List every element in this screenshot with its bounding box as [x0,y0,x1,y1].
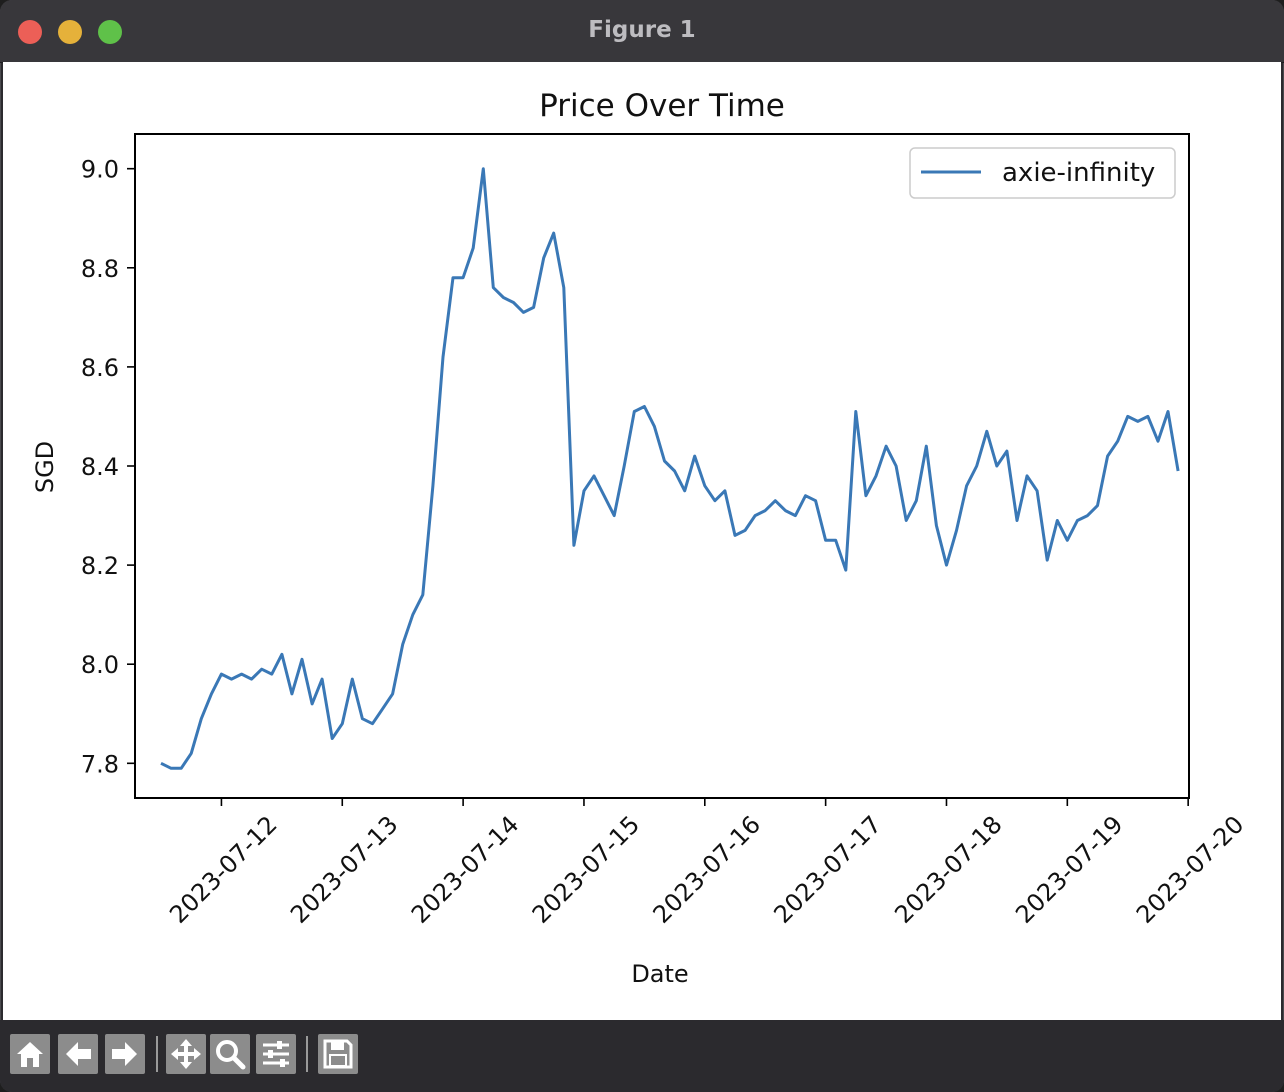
minimize-button[interactable] [58,20,82,44]
chart-title: Price Over Time [539,88,785,124]
y-axis: 7.8 8.0 8.2 8.4 8.6 8.8 9.0 [81,156,135,778]
forward-button[interactable] [105,1034,145,1074]
x-tick-label: 2023-07-19 [1010,810,1128,928]
y-tick-label: 8.6 [81,354,119,382]
line-chart: Price Over Time 7.8 8.0 8.2 8.4 8.6 8.8 9.0 20… [31,88,1249,988]
x-axis-label: Date [631,960,688,988]
maximize-button[interactable] [98,20,122,44]
pan-icon [171,1039,201,1069]
series-line-axie-infinity [160,167,1180,770]
y-tick-label: 8.0 [81,651,119,679]
configure-subplots-button[interactable] [256,1034,296,1074]
x-tick-label: 2023-07-16 [648,810,766,928]
save-icon [323,1039,353,1069]
y-axis-label: SGD [31,441,59,493]
legend: axie-infinity [909,147,1176,199]
y-tick-label: 7.8 [81,750,119,778]
back-icon [66,1042,91,1066]
legend-box [909,147,1176,199]
close-button[interactable] [18,20,42,44]
x-tick-label: 2023-07-20 [1131,810,1249,928]
x-tick-label: 2023-07-13 [285,810,403,928]
figure-canvas[interactable]: Price Over Time 7.8 8.0 8.2 8.4 8.6 8.8 9.0 20… [3,62,1281,1020]
series-layer [160,167,1180,770]
x-axis: 2023-07-12 2023-07-13 2023-07-14 2023-07-15… [164,798,1249,929]
x-tick-label: 2023-07-14 [406,810,524,928]
x-tick-label: 2023-07-18 [889,810,1007,928]
window-title: Figure 1 [588,17,696,43]
legend-label: axie-infinity [1002,158,1155,188]
toolbar-separator [156,1036,158,1072]
home-icon [17,1042,43,1067]
y-tick-label: 8.8 [81,255,119,283]
y-tick-label: 8.4 [81,453,119,481]
pan-button[interactable] [166,1034,206,1074]
back-button[interactable] [58,1034,98,1074]
zoom-button[interactable] [210,1034,250,1074]
home-button[interactable] [10,1034,50,1074]
forward-icon [112,1042,137,1066]
title-bar[interactable]: Figure 1 [0,0,1284,63]
x-tick-label: 2023-07-12 [164,810,282,928]
navigation-toolbar [0,1020,1284,1092]
zoom-icon [216,1040,246,1070]
toolbar-separator [306,1036,308,1072]
y-tick-label: 9.0 [81,156,119,184]
y-tick-label: 8.2 [81,552,119,580]
save-button[interactable] [318,1034,358,1074]
x-tick-label: 2023-07-17 [768,810,886,928]
configure-subplots-icon [263,1041,289,1067]
plot-frame [134,133,1190,799]
x-tick-label: 2023-07-15 [527,810,645,928]
